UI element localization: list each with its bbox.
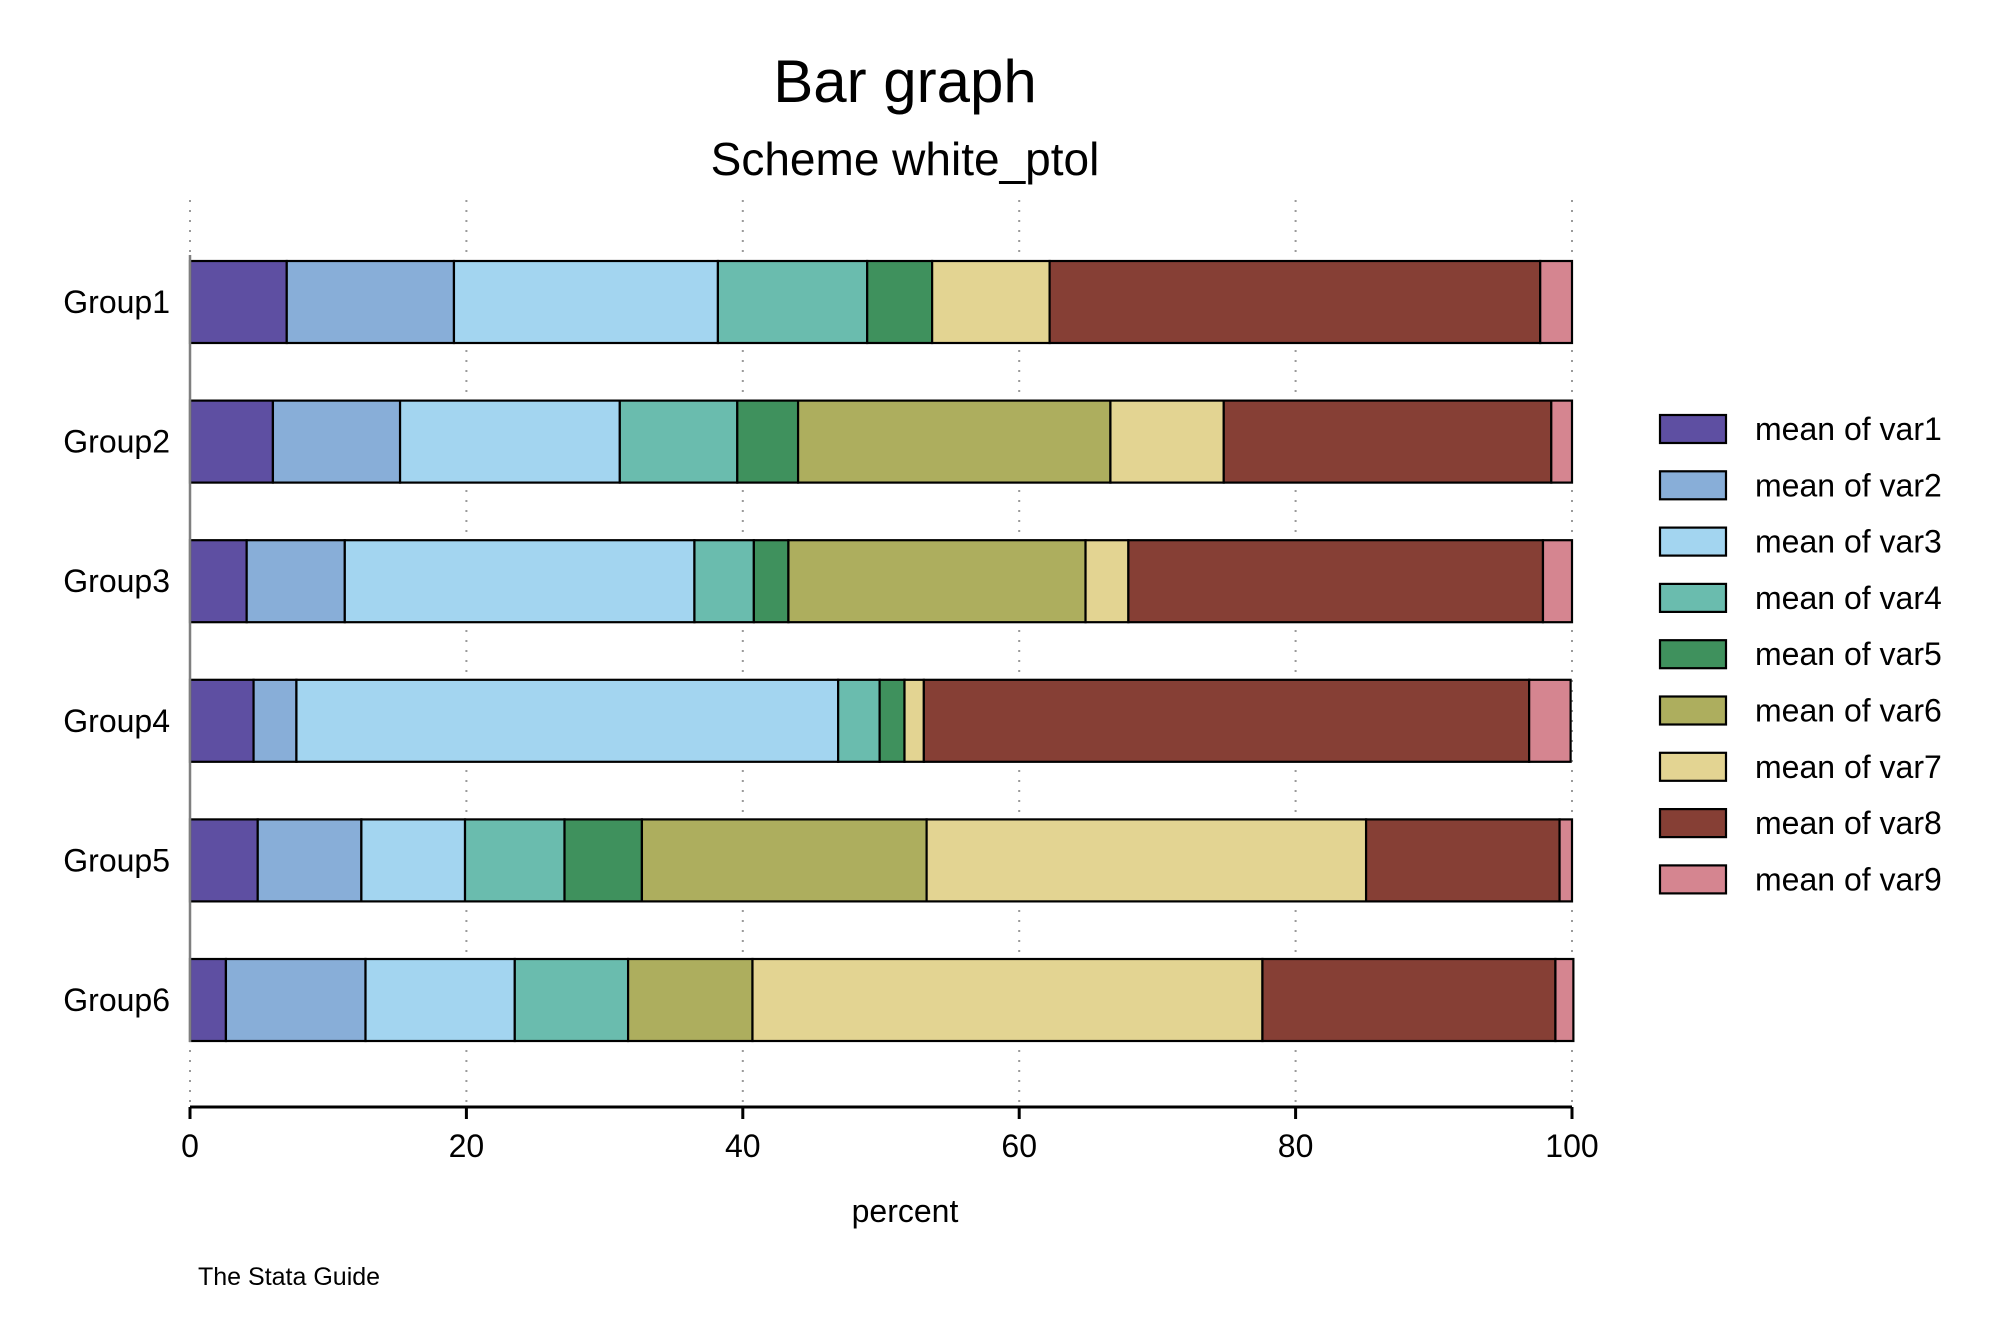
bar-segment	[1261, 957, 1557, 1043]
category-label: Group4	[63, 703, 170, 739]
bar-segment	[1048, 259, 1542, 345]
legend-label: mean of var6	[1755, 693, 1942, 729]
legend-swatch	[1658, 695, 1728, 726]
chart-title: Bar graph	[773, 48, 1037, 115]
bar-segment	[752, 539, 790, 624]
bar-segment	[751, 957, 1264, 1043]
bar-segment	[787, 539, 1087, 624]
chart-subtitle: Scheme white_ptol	[711, 133, 1100, 185]
bar-segment	[1554, 957, 1575, 1043]
legend-swatch	[1658, 582, 1728, 614]
bar-segment	[931, 259, 1051, 345]
legend-label: mean of var4	[1755, 580, 1942, 616]
bar-segment	[640, 818, 928, 903]
bar-segment	[618, 399, 739, 484]
bar-segment	[1109, 399, 1225, 484]
legend-label: mean of var8	[1755, 805, 1942, 841]
legend-swatch	[1658, 413, 1728, 445]
legend-swatch	[1658, 864, 1728, 895]
legend-label: mean of var1	[1755, 411, 1942, 447]
bar-segment	[364, 957, 516, 1043]
bar-segment	[563, 818, 644, 903]
bar-segment	[452, 259, 720, 345]
category-label: Group5	[63, 842, 170, 878]
bar-segment	[188, 399, 275, 484]
bars-group	[188, 259, 1575, 1043]
legend: mean of var1 mean of var2 mean of var3 mean…	[1658, 411, 1942, 897]
legend-swatch	[1658, 639, 1728, 670]
bar-segment	[188, 259, 288, 345]
bar-segment	[271, 399, 402, 484]
legend-label: mean of var2	[1755, 467, 1942, 503]
bar-segment	[188, 818, 259, 903]
bar-segment	[837, 678, 881, 763]
legend-label: mean of var9	[1755, 861, 1942, 897]
bar-segment	[1541, 539, 1574, 624]
legend-label: mean of var7	[1755, 749, 1942, 785]
bar-segment	[1558, 818, 1574, 903]
bar-segment	[1127, 539, 1545, 624]
bar-segment	[245, 539, 346, 624]
bar-segment	[736, 399, 800, 484]
bar-segment	[285, 259, 456, 345]
bar-segment	[188, 957, 228, 1043]
y-axis: Group1 Group2 Group3 Group4 Group5 Group6	[63, 255, 192, 1042]
category-label: Group3	[63, 563, 170, 599]
category-label: Group2	[63, 424, 170, 460]
bar-segment	[1364, 818, 1561, 903]
bar-segment	[1084, 539, 1130, 624]
category-label: Group1	[63, 284, 170, 320]
bar-segment	[256, 818, 363, 903]
bar-segment	[626, 957, 754, 1043]
x-tick-label: 40	[725, 1128, 761, 1164]
legend-swatch	[1658, 751, 1728, 782]
bar-segment	[878, 678, 906, 763]
legend-label: mean of var5	[1755, 636, 1942, 672]
x-tick-label: 80	[1278, 1128, 1314, 1164]
bar-segment	[343, 539, 696, 624]
bar-segment	[1222, 399, 1553, 484]
x-tick-label: 60	[1001, 1128, 1037, 1164]
bar-segment	[188, 539, 248, 624]
bar-segment	[903, 678, 925, 763]
bar-segment	[1550, 399, 1574, 484]
bar-segment	[398, 399, 621, 484]
bar-segment	[866, 259, 934, 345]
bar-segment	[360, 818, 467, 903]
x-tick-label: 0	[181, 1128, 199, 1164]
chart-note: The Stata Guide	[198, 1263, 380, 1291]
bar-segment	[1539, 259, 1574, 345]
x-axis: 0 20 40 60 80 100	[181, 1105, 1599, 1164]
bar-segment	[1528, 678, 1572, 763]
x-axis-title: percent	[852, 1193, 959, 1229]
legend-swatch	[1658, 807, 1728, 839]
bar-segment	[252, 678, 298, 763]
bar-segment	[796, 399, 1112, 484]
bar-segment	[925, 818, 1368, 903]
bar-segment	[922, 678, 1531, 763]
bar-segment	[716, 259, 869, 345]
bar-segment	[224, 957, 367, 1043]
bar-segment	[295, 678, 840, 763]
bar-segment	[463, 818, 566, 903]
legend-swatch	[1658, 526, 1728, 557]
legend-swatch	[1658, 470, 1728, 501]
bar-segment	[513, 957, 630, 1043]
legend-label: mean of var3	[1755, 524, 1942, 560]
bar-segment	[693, 539, 755, 624]
x-tick-label: 20	[449, 1128, 485, 1164]
category-label: Group6	[63, 982, 170, 1018]
bar-segment	[188, 678, 255, 763]
x-tick-label: 100	[1545, 1128, 1598, 1164]
